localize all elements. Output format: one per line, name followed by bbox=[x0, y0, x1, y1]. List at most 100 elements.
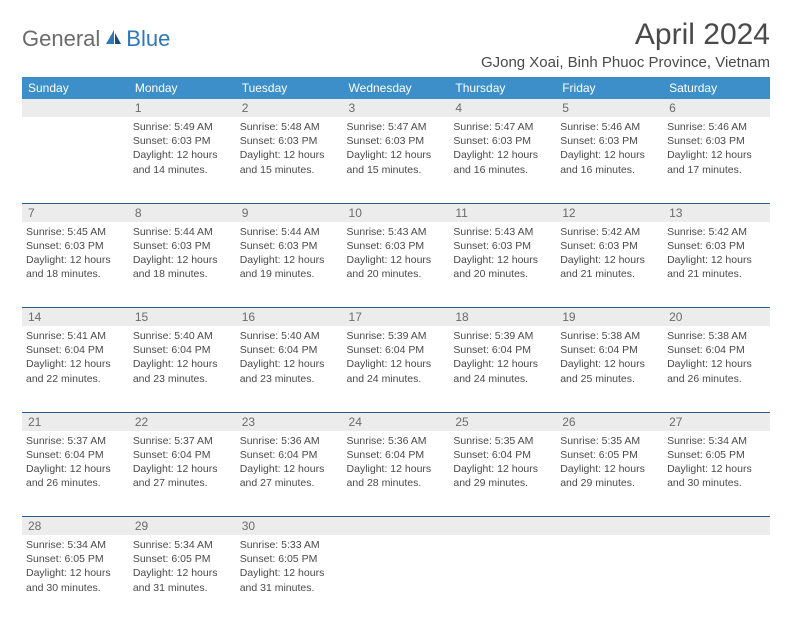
day-details: Sunrise: 5:44 AMSunset: 6:03 PMDaylight:… bbox=[240, 225, 339, 282]
day-detail-line: Sunrise: 5:46 AM bbox=[560, 120, 659, 134]
day-detail-line: Sunrise: 5:37 AM bbox=[133, 434, 232, 448]
day-cell: Sunrise: 5:40 AMSunset: 6:04 PMDaylight:… bbox=[129, 326, 236, 412]
location-text: GJong Xoai, Binh Phuoc Province, Vietnam bbox=[481, 54, 770, 71]
day-detail-line: Sunset: 6:03 PM bbox=[240, 134, 339, 148]
day-details: Sunrise: 5:48 AMSunset: 6:03 PMDaylight:… bbox=[240, 120, 339, 177]
day-number-row: 78910111213 bbox=[22, 203, 770, 222]
day-detail-line: Daylight: 12 hours bbox=[347, 253, 446, 267]
month-title: April 2024 bbox=[481, 18, 770, 52]
day-cell bbox=[663, 535, 770, 621]
day-detail-line: Sunrise: 5:38 AM bbox=[560, 329, 659, 343]
day-detail-line: Sunrise: 5:42 AM bbox=[560, 225, 659, 239]
day-detail-line: and 14 minutes. bbox=[133, 163, 232, 177]
day-number-cell: 24 bbox=[343, 412, 450, 431]
weekday-header: Saturday bbox=[663, 77, 770, 99]
day-cell: Sunrise: 5:34 AMSunset: 6:05 PMDaylight:… bbox=[663, 431, 770, 517]
day-detail-line: and 16 minutes. bbox=[560, 163, 659, 177]
day-detail-line: Sunset: 6:03 PM bbox=[133, 239, 232, 253]
day-details: Sunrise: 5:43 AMSunset: 6:03 PMDaylight:… bbox=[347, 225, 446, 282]
day-detail-line: Sunrise: 5:39 AM bbox=[347, 329, 446, 343]
day-detail-line: Daylight: 12 hours bbox=[133, 462, 232, 476]
day-number-cell bbox=[663, 517, 770, 536]
day-details: Sunrise: 5:46 AMSunset: 6:03 PMDaylight:… bbox=[667, 120, 766, 177]
day-cell: Sunrise: 5:34 AMSunset: 6:05 PMDaylight:… bbox=[129, 535, 236, 621]
day-detail-line: and 29 minutes. bbox=[560, 476, 659, 490]
day-detail-line: and 24 minutes. bbox=[347, 372, 446, 386]
day-cell: Sunrise: 5:37 AMSunset: 6:04 PMDaylight:… bbox=[129, 431, 236, 517]
day-detail-line: and 24 minutes. bbox=[453, 372, 552, 386]
day-detail-line: Sunrise: 5:49 AM bbox=[133, 120, 232, 134]
day-details: Sunrise: 5:44 AMSunset: 6:03 PMDaylight:… bbox=[133, 225, 232, 282]
day-content-row: Sunrise: 5:49 AMSunset: 6:03 PMDaylight:… bbox=[22, 117, 770, 203]
day-detail-line: and 15 minutes. bbox=[347, 163, 446, 177]
day-details: Sunrise: 5:41 AMSunset: 6:04 PMDaylight:… bbox=[26, 329, 125, 386]
day-detail-line: and 28 minutes. bbox=[347, 476, 446, 490]
day-detail-line: Daylight: 12 hours bbox=[667, 148, 766, 162]
day-detail-line: Sunrise: 5:37 AM bbox=[26, 434, 125, 448]
day-detail-line: Sunrise: 5:36 AM bbox=[240, 434, 339, 448]
day-detail-line: Sunrise: 5:34 AM bbox=[667, 434, 766, 448]
day-number-cell: 1 bbox=[129, 99, 236, 117]
day-detail-line: Daylight: 12 hours bbox=[240, 462, 339, 476]
day-cell: Sunrise: 5:36 AMSunset: 6:04 PMDaylight:… bbox=[236, 431, 343, 517]
day-number-cell: 4 bbox=[449, 99, 556, 117]
day-detail-line: and 25 minutes. bbox=[560, 372, 659, 386]
day-details: Sunrise: 5:43 AMSunset: 6:03 PMDaylight:… bbox=[453, 225, 552, 282]
day-cell: Sunrise: 5:38 AMSunset: 6:04 PMDaylight:… bbox=[663, 326, 770, 412]
day-detail-line: Sunrise: 5:47 AM bbox=[347, 120, 446, 134]
day-number-cell bbox=[556, 517, 663, 536]
day-number-cell: 25 bbox=[449, 412, 556, 431]
day-details: Sunrise: 5:36 AMSunset: 6:04 PMDaylight:… bbox=[240, 434, 339, 491]
day-detail-line: and 22 minutes. bbox=[26, 372, 125, 386]
day-detail-line: Sunset: 6:03 PM bbox=[347, 134, 446, 148]
day-details: Sunrise: 5:40 AMSunset: 6:04 PMDaylight:… bbox=[240, 329, 339, 386]
day-detail-line: Daylight: 12 hours bbox=[133, 357, 232, 371]
day-detail-line: Sunrise: 5:38 AM bbox=[667, 329, 766, 343]
weekday-header: Friday bbox=[556, 77, 663, 99]
day-details: Sunrise: 5:34 AMSunset: 6:05 PMDaylight:… bbox=[133, 538, 232, 595]
day-detail-line: Daylight: 12 hours bbox=[560, 462, 659, 476]
day-detail-line: Daylight: 12 hours bbox=[26, 566, 125, 580]
day-detail-line: Daylight: 12 hours bbox=[133, 148, 232, 162]
day-number-cell: 30 bbox=[236, 517, 343, 536]
day-detail-line: Sunrise: 5:44 AM bbox=[240, 225, 339, 239]
day-detail-line: and 27 minutes. bbox=[133, 476, 232, 490]
day-details: Sunrise: 5:47 AMSunset: 6:03 PMDaylight:… bbox=[347, 120, 446, 177]
day-detail-line: Daylight: 12 hours bbox=[240, 253, 339, 267]
day-number-cell: 16 bbox=[236, 308, 343, 327]
day-detail-line: Sunset: 6:05 PM bbox=[240, 552, 339, 566]
title-block: April 2024 GJong Xoai, Binh Phuoc Provin… bbox=[481, 18, 770, 71]
day-detail-line: Sunset: 6:04 PM bbox=[560, 343, 659, 357]
day-number-cell: 23 bbox=[236, 412, 343, 431]
day-detail-line: Sunset: 6:03 PM bbox=[667, 134, 766, 148]
day-number-cell: 3 bbox=[343, 99, 450, 117]
day-number-cell: 9 bbox=[236, 203, 343, 222]
day-detail-line: Daylight: 12 hours bbox=[560, 357, 659, 371]
day-details: Sunrise: 5:37 AMSunset: 6:04 PMDaylight:… bbox=[133, 434, 232, 491]
day-detail-line: Sunrise: 5:43 AM bbox=[453, 225, 552, 239]
day-cell: Sunrise: 5:41 AMSunset: 6:04 PMDaylight:… bbox=[22, 326, 129, 412]
day-details: Sunrise: 5:47 AMSunset: 6:03 PMDaylight:… bbox=[453, 120, 552, 177]
day-detail-line: and 17 minutes. bbox=[667, 163, 766, 177]
day-detail-line: Sunrise: 5:44 AM bbox=[133, 225, 232, 239]
day-details: Sunrise: 5:37 AMSunset: 6:04 PMDaylight:… bbox=[26, 434, 125, 491]
day-content-row: Sunrise: 5:41 AMSunset: 6:04 PMDaylight:… bbox=[22, 326, 770, 412]
day-cell bbox=[22, 117, 129, 203]
day-detail-line: Sunrise: 5:45 AM bbox=[26, 225, 125, 239]
weekday-header: Tuesday bbox=[236, 77, 343, 99]
day-number-cell: 15 bbox=[129, 308, 236, 327]
header: General Blue April 2024 GJong Xoai, Binh… bbox=[22, 18, 770, 71]
day-detail-line: Daylight: 12 hours bbox=[453, 148, 552, 162]
day-cell: Sunrise: 5:49 AMSunset: 6:03 PMDaylight:… bbox=[129, 117, 236, 203]
day-detail-line: Sunrise: 5:41 AM bbox=[26, 329, 125, 343]
day-detail-line: Sunset: 6:05 PM bbox=[667, 448, 766, 462]
day-detail-line: and 27 minutes. bbox=[240, 476, 339, 490]
day-number-cell: 14 bbox=[22, 308, 129, 327]
day-detail-line: and 30 minutes. bbox=[667, 476, 766, 490]
day-number-row: 21222324252627 bbox=[22, 412, 770, 431]
day-detail-line: Daylight: 12 hours bbox=[347, 148, 446, 162]
day-detail-line: and 18 minutes. bbox=[26, 267, 125, 281]
day-detail-line: and 23 minutes. bbox=[240, 372, 339, 386]
weekday-header: Thursday bbox=[449, 77, 556, 99]
day-detail-line: Daylight: 12 hours bbox=[453, 357, 552, 371]
